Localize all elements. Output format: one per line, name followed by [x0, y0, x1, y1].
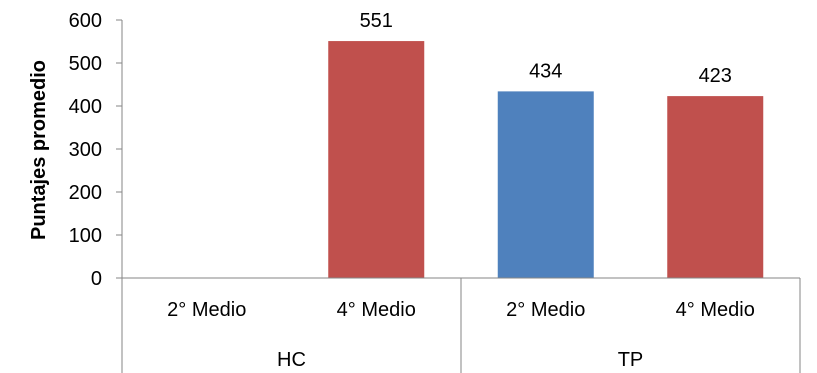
bars: 551 434 423 — [328, 10, 764, 278]
y-axis-ticks: 0 100 200 300 400 500 600 — [69, 10, 122, 290]
group-label: HC — [277, 349, 306, 371]
category-label: 4° Medio — [337, 299, 416, 321]
y-tick-label: 600 — [69, 10, 102, 32]
bar — [328, 41, 425, 278]
category-label: 2° Medio — [506, 299, 585, 321]
category-labels: 2° Medio 4° Medio 2° Medio 4° Medio — [167, 299, 755, 321]
bar — [667, 96, 764, 278]
bar — [497, 91, 594, 278]
data-label: 423 — [699, 65, 732, 87]
group-labels: HC TP — [277, 349, 643, 371]
y-tick-label: 500 — [69, 53, 102, 75]
y-tick-label: 0 — [91, 268, 102, 290]
data-label: 551 — [360, 10, 393, 32]
y-tick-label: 100 — [69, 225, 102, 247]
category-label: 4° Medio — [676, 299, 755, 321]
y-tick-label: 300 — [69, 139, 102, 161]
group-label: TP — [618, 349, 644, 371]
y-axis-label: Puntajes promedio — [28, 60, 50, 240]
category-label: 2° Medio — [167, 299, 246, 321]
y-tick-label: 400 — [69, 96, 102, 118]
axes — [121, 20, 801, 373]
y-tick-label: 200 — [69, 182, 102, 204]
data-label: 434 — [529, 60, 562, 82]
